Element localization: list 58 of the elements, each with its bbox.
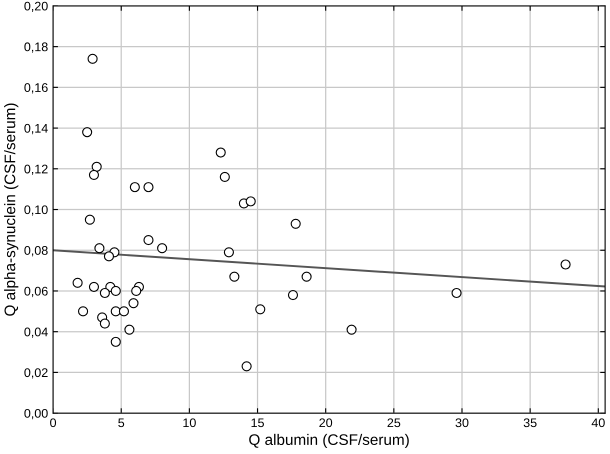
point xyxy=(255,304,266,314)
point xyxy=(220,172,230,182)
point xyxy=(229,272,240,282)
point xyxy=(72,278,83,288)
point xyxy=(128,298,139,308)
point xyxy=(82,127,92,138)
point xyxy=(346,324,357,335)
y-tick-label: 0,20 xyxy=(24,2,48,12)
y-tick-label: 0,04 xyxy=(24,327,48,338)
point xyxy=(302,272,312,282)
point xyxy=(242,361,252,372)
point xyxy=(94,243,104,254)
point xyxy=(100,288,110,298)
y-tick-label: 0,06 xyxy=(24,286,48,298)
x-axis-title: Q albumin (CSF/serum) xyxy=(249,434,409,448)
y-tick-label: 0,16 xyxy=(24,83,48,94)
x-tick-label: 25 xyxy=(388,418,400,428)
x-tick-label: 35 xyxy=(524,418,537,428)
point xyxy=(84,214,95,225)
point xyxy=(88,54,98,64)
point xyxy=(290,218,301,229)
y-tick-label: 0,08 xyxy=(24,246,48,256)
point xyxy=(246,196,256,206)
point xyxy=(143,182,154,192)
point xyxy=(88,170,100,180)
point xyxy=(88,282,100,292)
x-tick-label: 5 xyxy=(118,418,124,428)
point xyxy=(157,243,168,254)
point xyxy=(118,306,130,316)
point xyxy=(110,286,121,296)
y-tick-label: 0,10 xyxy=(24,205,48,216)
point xyxy=(110,336,121,347)
point xyxy=(216,147,226,158)
y-axis-title: Q alpha-synuclein (CSF/serum) xyxy=(4,103,18,316)
point xyxy=(451,288,462,298)
y-tick-label: 0,02 xyxy=(24,368,48,379)
point xyxy=(104,251,114,262)
y-tick-label: 0,18 xyxy=(24,42,48,53)
point xyxy=(78,306,88,316)
point xyxy=(143,235,154,246)
point xyxy=(110,306,121,316)
x-tick-label: 40 xyxy=(592,418,605,428)
point xyxy=(560,259,571,270)
point xyxy=(100,318,110,329)
point xyxy=(92,162,102,172)
x-tick-label: 15 xyxy=(252,418,264,428)
point xyxy=(124,324,134,335)
y-tick-label: 0,12 xyxy=(24,164,48,175)
x-tick-label: 30 xyxy=(456,418,468,428)
x-tick-label: 10 xyxy=(183,418,196,428)
y-tick-label: 0,14 xyxy=(24,124,48,134)
point xyxy=(288,290,298,300)
point xyxy=(130,182,140,192)
point xyxy=(131,286,142,296)
x-tick-label: 20 xyxy=(319,418,332,428)
point xyxy=(224,247,234,258)
y-tick-label: 0,00 xyxy=(24,408,48,420)
x-tick-label: 0 xyxy=(50,418,56,428)
